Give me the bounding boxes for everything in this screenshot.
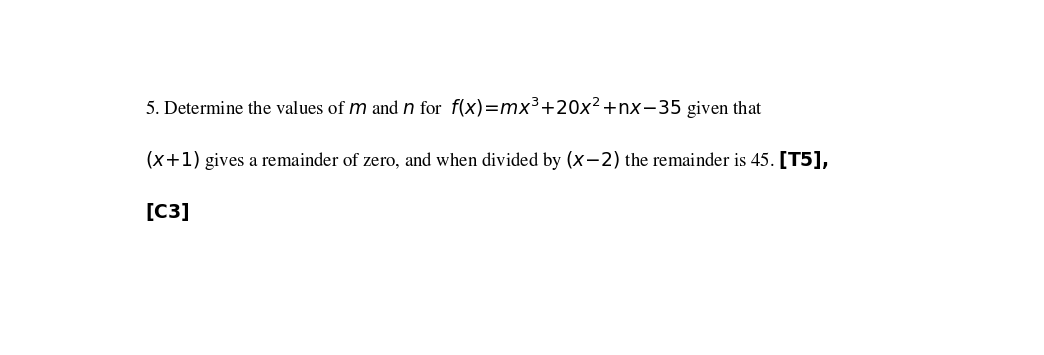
Text: $\mathbf{[C3]}$: $\mathbf{[C3]}$ bbox=[145, 201, 189, 223]
Text: $(x\!+\!1)$ gives a remainder of zero, and when divided by $(x\!-\!2)$ the remai: $(x\!+\!1)$ gives a remainder of zero, a… bbox=[145, 149, 829, 171]
Text: 5. Determine the values of $m$ and $n$ for  $f(x)\!=\!mx^3\!+\!20x^2\!+\!\mathrm: 5. Determine the values of $m$ and $n$ f… bbox=[145, 95, 762, 121]
